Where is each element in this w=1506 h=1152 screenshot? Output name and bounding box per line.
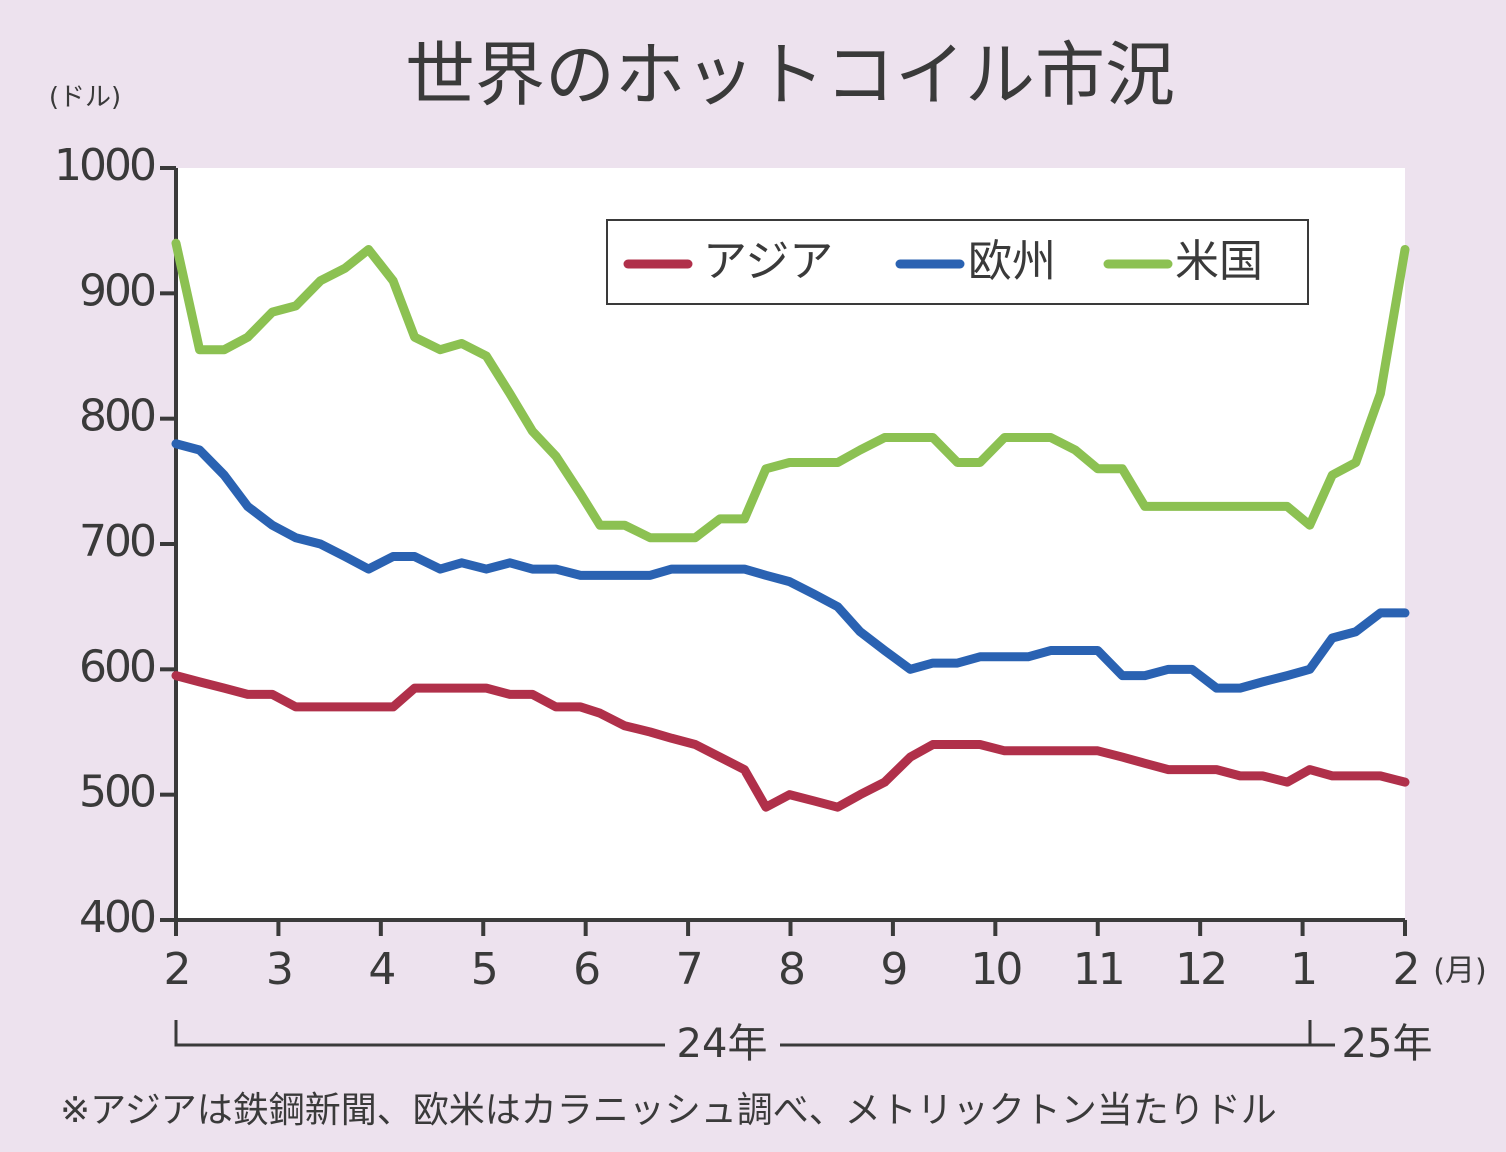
x-tick-label: 11 xyxy=(1073,944,1123,995)
x-tick-label: 3 xyxy=(266,944,291,995)
year-label: 25年 xyxy=(1342,1021,1433,1067)
footnote: ※アジアは鉄鋼新聞、欧米はカラニッシュ調べ、メトリックトン当たりドル xyxy=(60,1090,1277,1131)
x-tick-label: 12 xyxy=(1175,944,1225,995)
line-series xyxy=(171,439,1410,693)
y-tick-label: 600 xyxy=(79,641,155,692)
line-series xyxy=(171,238,1410,543)
y-tick-label: 400 xyxy=(79,892,155,943)
x-tick-label: 2 xyxy=(164,944,189,995)
bracket-line xyxy=(174,1020,665,1047)
line-series xyxy=(171,671,1410,812)
bracket-line xyxy=(1308,1020,1335,1047)
x-tick-label: 2 xyxy=(1393,944,1418,995)
x-tick-label: 1 xyxy=(1290,944,1315,995)
y-tick-label: 1000 xyxy=(54,140,155,191)
x-tick-label: 4 xyxy=(368,944,394,995)
year-label: 24年 xyxy=(677,1021,768,1067)
y-tick-label: 800 xyxy=(79,391,155,442)
x-tick-label: 8 xyxy=(778,944,803,995)
x-tick-label: 7 xyxy=(676,944,701,995)
x-tick-label: 10 xyxy=(970,944,1021,995)
x-tick-label: 9 xyxy=(880,944,905,995)
y-tick-label: 900 xyxy=(79,265,155,316)
legend-label: アジア xyxy=(703,236,833,287)
y-tick-label: 500 xyxy=(79,767,155,818)
legend-box xyxy=(606,219,1309,305)
y-tick-label: 700 xyxy=(79,516,155,567)
x-tick-label: 5 xyxy=(471,944,496,995)
year-bracket xyxy=(174,1020,1335,1047)
x-axis-label: (月) xyxy=(1433,954,1486,989)
chart-title: 世界のホットコイル市況 xyxy=(405,34,1175,116)
legend-label: 欧州 xyxy=(968,236,1056,287)
legend-label: 米国 xyxy=(1175,236,1263,287)
x-tick-label: 6 xyxy=(573,944,599,995)
y-axis-label: (ドル) xyxy=(49,83,121,113)
